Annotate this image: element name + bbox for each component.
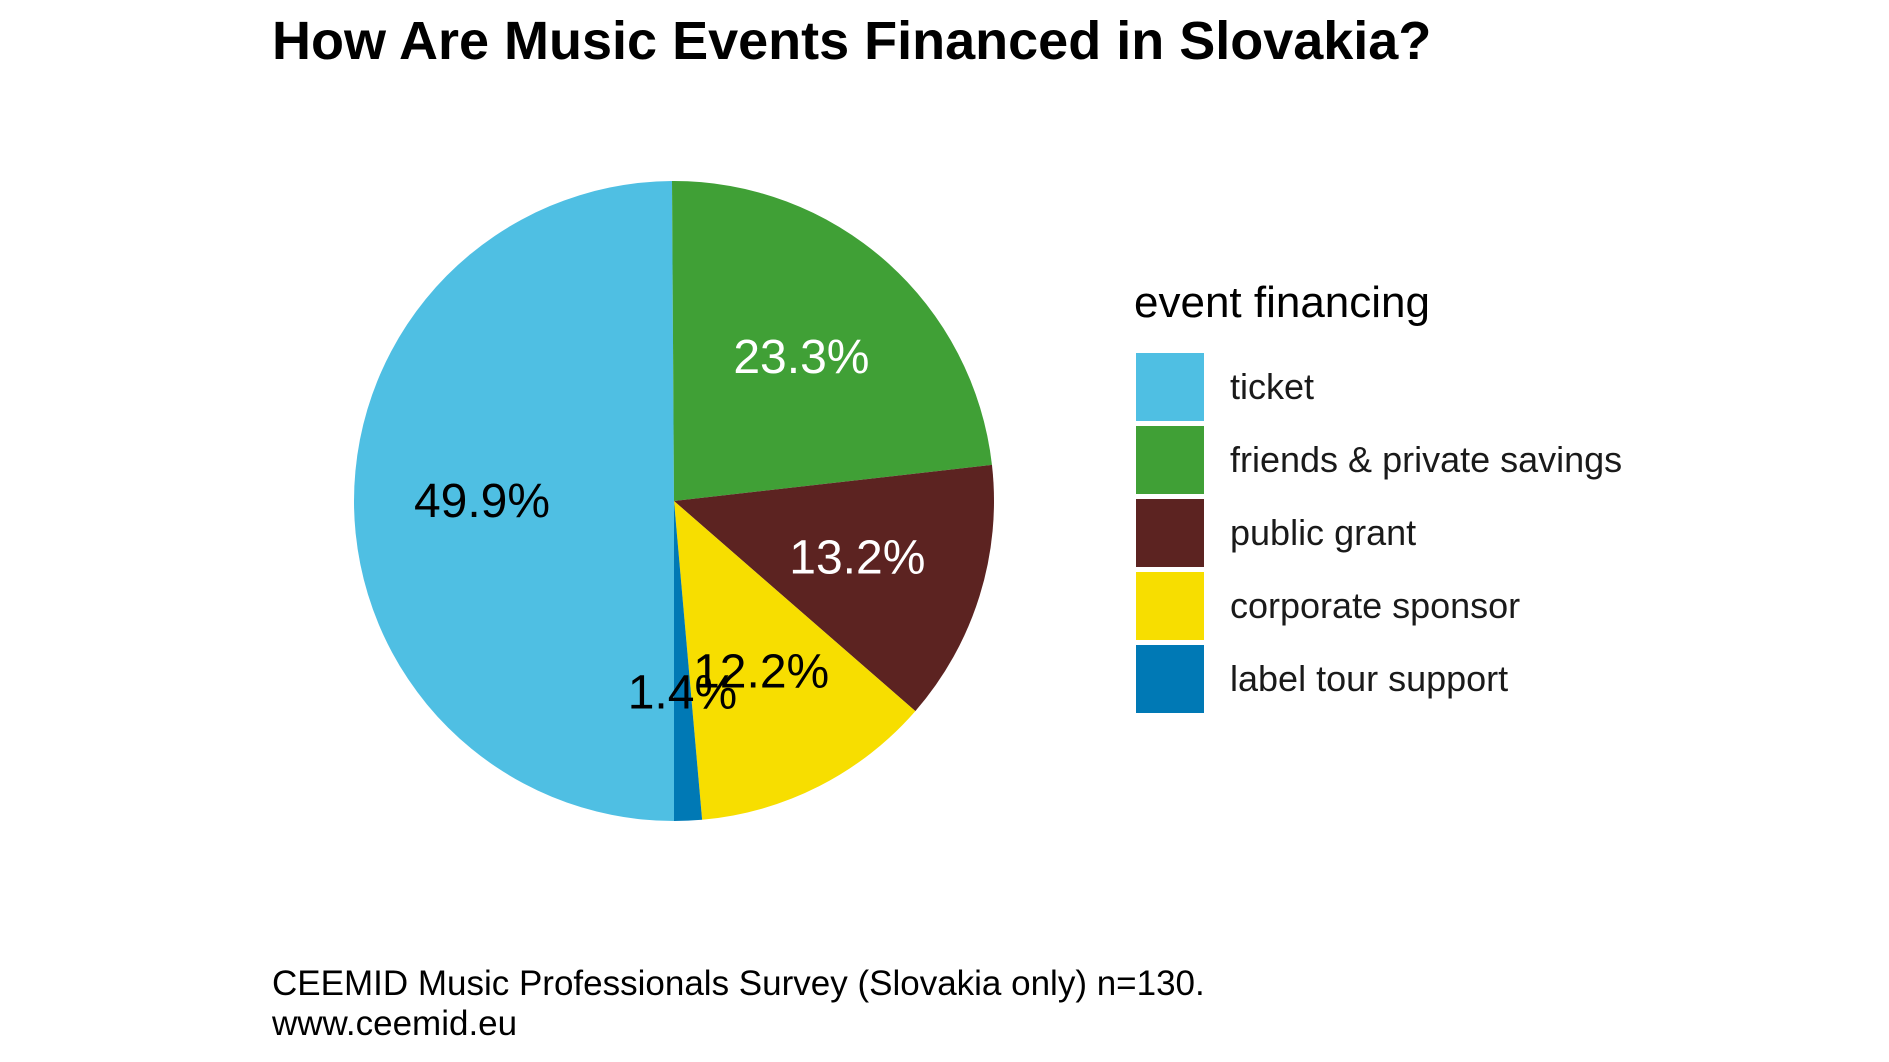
pie-slices [354,181,994,821]
pie-label-corporate-sponsor: 12.2% [693,646,829,699]
pie-slice-ticket [354,181,674,821]
legend-item-ticket: ticket [1134,350,1622,423]
legend-label: public grant [1230,511,1417,553]
legend-title: event financing [1134,278,1430,327]
legend-label: label tour support [1230,657,1509,699]
legend-label: friends & private savings [1230,438,1623,480]
pie-slice-friends-private-savings [671,181,992,501]
caption-source: CEEMID Music Professionals Survey (Slova… [272,964,1205,1003]
pie-slice-corporate-sponsor [674,501,916,820]
legend: event financing ticket friends & private … [1134,278,1622,715]
pie-label-public-grant: 13.2% [789,532,925,585]
legend-label: ticket [1230,365,1315,407]
pie-label-friends-private-savings: 23.3% [733,331,869,384]
legend-item-public-grant: public grant [1134,496,1622,569]
pie-labels: 49.9% 23.3% 13.2% 12.2%1.4% [414,331,925,719]
pie-slice-public-grant [674,464,994,712]
legend-item-friends-private-savings: friends & private savings [1134,423,1622,496]
pie-label-ticket: 49.9% [414,475,550,528]
caption-url: www.ceemid.eu [272,1004,518,1043]
legend-swatch [1136,425,1204,494]
chart-title: How Are Music Events Financed in Slovaki… [272,11,1432,71]
legend-label: corporate sponsor [1230,584,1521,626]
legend-swatch [1136,352,1204,421]
legend-item-label-tour-support: label tour support [1134,642,1622,715]
legend-items: ticket friends & private savings public gr… [1134,350,1622,715]
legend-swatch [1136,498,1204,567]
pie-slice-label-tour-support [674,501,703,821]
legend-item-corporate-sponsor: corporate sponsor [1134,569,1622,642]
legend-swatch [1136,571,1204,640]
legend-swatch [1136,644,1204,713]
pie-label-label-tour-support: 1.4% [628,666,737,719]
caption: CEEMID Music Professionals Survey (Slova… [272,964,1205,1044]
